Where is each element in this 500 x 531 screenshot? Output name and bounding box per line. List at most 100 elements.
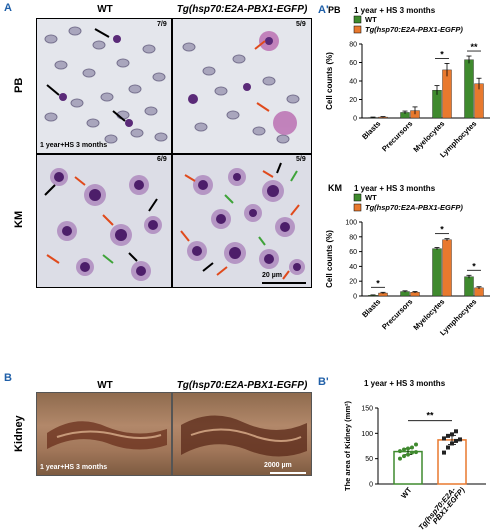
bar-1-0-2 [432,248,442,297]
row-label-kidney: Kidney [13,415,25,453]
column-header-kidney-wt: WT [97,380,113,391]
chart-pb: A' PB 1 year + HS 3 monthsWTTg(hsp70:E2A-P… [318,4,490,159]
kidney-tg-shape [181,415,307,457]
column-header-wt: WT [97,4,113,15]
chart-title-1: 1 year + HS 3 months [354,184,436,193]
point-2-0-6 [402,447,406,452]
point-2-0-3 [410,450,414,455]
point-2-1-3 [454,438,458,443]
y-tick-label-0-3: 60 [349,60,357,67]
point-2-1-5 [442,436,446,441]
x-tick-label-1-0: Blasts [360,297,382,319]
x-tick-label-2-0-0: WT [399,485,414,500]
point-2-0-5 [398,449,402,454]
y-tick-label-1-5: 100 [345,220,357,227]
y-axis-label-0: Cell counts (%) [325,52,334,110]
sig-label-1-0: * [376,278,380,288]
point-2-1-7 [450,432,454,437]
bar-2-1 [437,439,467,485]
legend-label-1-0: WT [365,193,377,202]
bar-1-1-2 [442,239,452,297]
bar-1-0-3 [464,276,474,297]
point-2-0-2 [406,452,410,457]
scale-bar-b [270,472,306,474]
scale-bar-a [262,282,306,284]
point-2-1-2 [450,441,454,446]
legend-label-1-1: Tg(hsp70:E2A-PBX1-EGFP) [365,203,463,212]
point-2-1-0 [442,450,446,455]
legend-swatch-1-0 [353,193,362,202]
panel-label-a: A [4,2,12,14]
y-tick-label-1-3: 60 [349,249,357,256]
fraction-km-wt: 6/9 [157,156,167,163]
y-axis-label-1: Cell counts (%) [325,230,334,288]
y-tick-label-0-2: 40 [349,79,357,86]
point-2-0-0 [398,456,402,461]
point-2-0-1 [402,454,406,459]
bar-0-1-2 [442,69,452,119]
micrograph-pb-tg [172,18,312,154]
y-tick-label-2-1: 50 [365,456,373,463]
point-2-0-4 [414,450,418,455]
sig-label-1-3: * [472,261,476,271]
legend-swatch-1-1 [353,203,362,212]
condition-note-a: 1 year+HS 3 months [40,142,108,149]
legend-swatch-0-1 [353,25,362,34]
km-tg-cells [180,162,305,280]
y-tick-label-0-1: 20 [349,97,357,104]
micrograph-pb-wt [36,18,172,154]
legend-swatch-0-0 [353,15,362,24]
y-tick-label-0-0: 0 [353,116,357,123]
pb-wt-cells [44,26,168,144]
condition-note-b: 1 year+HS 3 months [40,464,108,471]
column-header-tg: Tg(hsp70:E2A-PBX1-EGFP) [176,4,308,15]
y-axis-label-2: The area of Kidney (mm²) [343,400,352,491]
sig-label-0-2: * [440,49,444,59]
y-tick-label-0-4: 80 [349,42,357,49]
y-tick-label-1-0: 0 [353,294,357,301]
sig-label-1-2: * [440,225,444,235]
kidney-image-tg [172,392,312,476]
kidney-image-wt [36,392,172,476]
chart-km: KM 1 year + HS 3 monthsWTTg(hsp70:E2A-PBX… [325,183,490,337]
scale-label-b: 2000 µm [264,462,292,469]
panel-label-0: A' [318,4,329,16]
y-tick-label-2-3: 150 [361,406,373,413]
point-2-1-1 [446,445,450,450]
sig-label-0-3: ** [470,42,478,52]
fraction-pb-tg: 5/9 [296,21,306,28]
panel-label-2: B' [318,376,329,388]
bar-0-0-3 [464,59,474,119]
row-label-pb: PB [13,77,25,93]
kidney-wt-shape [47,421,167,450]
y-tick-label-1-2: 40 [349,264,357,271]
point-2-1-8 [454,429,458,434]
panel-label-b: B [4,372,12,384]
y-tick-label-2-0: 0 [369,482,373,489]
fraction-pb-wt: 7/9 [157,21,167,28]
chart-title-2: 1 year + HS 3 months [364,379,446,388]
fraction-km-tg: 5/9 [296,156,306,163]
x-tick-label-0-0: Blasts [360,119,382,141]
km-wt-cells [44,168,162,281]
chart-kidney-area: B' 1 year + HS 3 months 0 50 100 150 The area … [318,376,486,531]
pb-tg-cells [182,31,300,144]
chart-tag-1: KM [328,183,342,193]
sig-label-2: ** [426,411,434,421]
scale-label-a: 20 µm [262,272,282,279]
micrograph-km-wt [36,154,172,288]
point-2-0-9 [414,442,418,447]
chart-title-0: 1 year + HS 3 months [354,6,436,15]
row-label-km: KM [13,210,25,228]
y-tick-label-2-2: 100 [361,431,373,438]
bar-1-1-3 [474,287,484,297]
y-tick-label-1-4: 80 [349,234,357,241]
point-2-0-7 [406,446,410,451]
point-2-0-8 [410,445,414,450]
point-2-1-4 [458,437,462,442]
legend-label-0-1: Tg(hsp70:E2A-PBX1-EGFP) [365,25,463,34]
x-tick-label-1-1: Precursors [380,297,414,331]
y-tick-label-1-1: 20 [349,279,357,286]
micrograph-km-tg [172,154,312,288]
point-2-1-6 [446,433,450,438]
